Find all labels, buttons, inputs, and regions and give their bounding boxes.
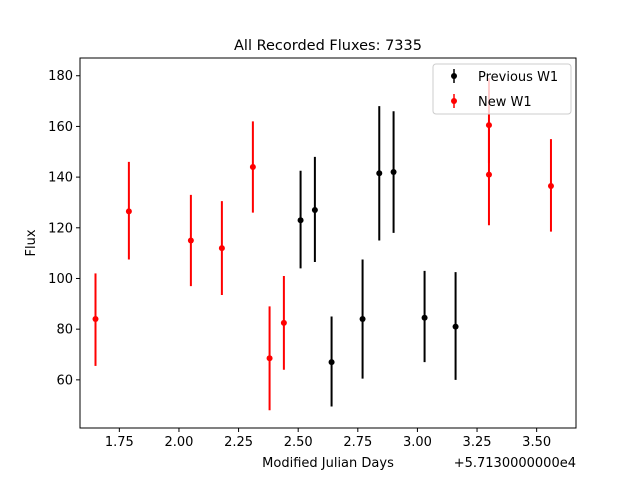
y-tick-label: 60 [56, 373, 73, 388]
y-tick-label: 140 [48, 171, 73, 186]
legend-entry-new-w1: New W1 [451, 94, 532, 110]
chart-title: All Recorded Fluxes: 7335 [234, 38, 422, 54]
y-tick-label: 100 [48, 272, 73, 287]
x-axis-ticks: 1.75 2.00 2.25 2.50 2.75 3.00 3.25 3.50 [105, 428, 551, 450]
y-tick-label: 160 [48, 120, 73, 135]
x-tick-label: 3.00 [403, 435, 432, 450]
y-tick-label: 80 [56, 323, 73, 338]
data-point-previous-w1 [376, 170, 383, 177]
data-point-new-w1 [547, 182, 554, 189]
axes-frame [79, 57, 577, 429]
data-point-previous-w1 [390, 169, 397, 176]
markers-layer [92, 122, 554, 366]
data-point-new-w1 [92, 316, 99, 323]
plot-area [92, 78, 554, 411]
x-tick-label: 3.25 [463, 435, 492, 450]
data-point-previous-w1 [311, 207, 318, 214]
x-tick-label: 3.50 [522, 435, 551, 450]
legend-label-previous-w1: Previous W1 [478, 70, 558, 85]
data-point-previous-w1 [359, 316, 366, 323]
legend-marker-new-w1 [451, 98, 457, 104]
data-point-new-w1 [125, 208, 132, 215]
legend-label-new-w1: New W1 [478, 95, 532, 110]
data-point-new-w1 [187, 237, 194, 244]
data-point-new-w1 [485, 122, 492, 129]
x-tick-label: 2.50 [284, 435, 313, 450]
data-point-new-w1 [266, 355, 273, 362]
x-axis-offset-label: +5.7130000000e4 [454, 456, 576, 471]
x-tick-label: 2.25 [224, 435, 253, 450]
data-point-new-w1 [280, 319, 287, 326]
x-axis-label: Modified Julian Days [262, 456, 394, 471]
legend-entry-previous-w1: Previous W1 [451, 69, 558, 85]
legend: Previous W1 New W1 [432, 63, 572, 115]
data-point-previous-w1 [421, 314, 428, 321]
legend-marker-previous-w1 [451, 73, 457, 79]
data-point-previous-w1 [297, 217, 304, 224]
data-point-previous-w1 [328, 359, 335, 366]
data-point-new-w1 [218, 245, 225, 252]
y-tick-label: 180 [48, 69, 73, 84]
legend-box [432, 63, 572, 115]
y-axis-label: Flux [24, 229, 39, 256]
data-point-previous-w1 [452, 323, 459, 330]
x-tick-label: 2.00 [164, 435, 193, 450]
y-tick-label: 120 [48, 221, 73, 236]
x-tick-label: 1.75 [105, 435, 134, 450]
data-point-new-w1 [249, 163, 256, 170]
y-axis-ticks: 60 80 100 120 140 160 180 [48, 69, 80, 388]
x-tick-label: 2.75 [343, 435, 372, 450]
data-point-new-w1 [485, 171, 492, 178]
